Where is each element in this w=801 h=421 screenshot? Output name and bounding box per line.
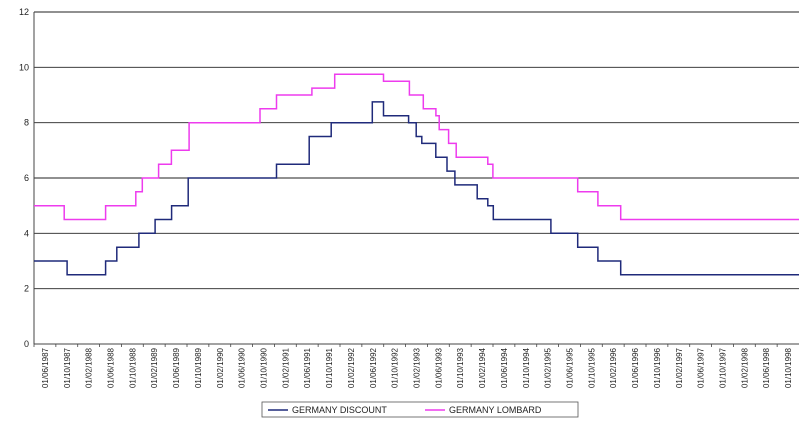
x-tick-label: 01/10/1991 <box>325 347 334 388</box>
x-tick-labels: 01/06/1987 01/10/1987 01/02/1988 01/06/1988… <box>41 347 793 388</box>
axes <box>33 12 799 347</box>
x-tick-label: 01/06/1998 <box>762 347 771 388</box>
x-tick-label: 01/10/1996 <box>653 347 662 388</box>
x-tick-label: 01/02/1990 <box>216 347 225 388</box>
x-tick-label: 01/06/1989 <box>172 347 181 388</box>
x-tick-label: 01/02/1991 <box>281 347 290 388</box>
x-tick-label: 01/02/1988 <box>85 347 94 388</box>
legend-label-lombard: GERMANY LOMBARD <box>449 405 542 415</box>
x-tick-label: 01/06/1994 <box>500 347 509 388</box>
x-tick-label: 01/06/1990 <box>238 347 247 388</box>
x-tick-label: 01/10/1989 <box>194 347 203 388</box>
series-line-lombard <box>34 73 799 221</box>
legend-box <box>261 401 579 418</box>
x-tick-label: 01/02/1989 <box>150 347 159 388</box>
x-tick-label: 01/06/1988 <box>107 347 116 388</box>
x-tick-label: 01/06/1997 <box>697 347 706 388</box>
x-tick-label: 01/10/1988 <box>128 347 137 388</box>
x-tick-label: 01/10/1994 <box>522 347 531 388</box>
y-tick-label: 2 <box>24 284 29 294</box>
x-tick-label: 01/02/1992 <box>347 347 356 388</box>
x-tick-label: 01/10/1990 <box>260 347 269 388</box>
x-tick-label: 01/06/1996 <box>631 347 640 388</box>
series-lines <box>34 73 799 276</box>
y-tick-label: 10 <box>19 62 29 72</box>
y-tick-label: 0 <box>24 339 29 349</box>
y-tick-label: 6 <box>24 173 29 183</box>
series-line-discount <box>34 101 799 276</box>
x-tick-label: 01/06/1995 <box>566 347 575 388</box>
x-tick-label: 01/02/1994 <box>478 347 487 388</box>
y-tick-label: 12 <box>19 7 29 17</box>
x-tick-label: 01/02/1995 <box>544 347 553 388</box>
legend: GERMANY DISCOUNT GERMANY LOMBARD <box>261 401 579 418</box>
y-tick-label: 4 <box>24 228 29 238</box>
gridlines <box>34 11 799 290</box>
x-tick-label: 01/02/1997 <box>675 347 684 388</box>
x-tick-label: 01/06/1991 <box>303 347 312 388</box>
x-tick-label: 01/10/1997 <box>719 347 728 388</box>
legend-label-discount: GERMANY DISCOUNT <box>292 405 387 415</box>
x-tick-label: 01/10/1995 <box>587 347 596 388</box>
x-tick-label: 01/10/1987 <box>63 347 72 388</box>
x-tick-label: 01/10/1993 <box>456 347 465 388</box>
x-tick-label: 01/10/1992 <box>391 347 400 388</box>
y-tick-label: 8 <box>24 118 29 128</box>
x-tick-label: 01/06/1987 <box>41 347 50 388</box>
x-tick-label: 01/10/1998 <box>784 347 793 388</box>
x-tick-label: 01/06/1992 <box>369 347 378 388</box>
x-tick-label: 01/02/1998 <box>740 347 749 388</box>
y-tick-labels: 0 2 4 6 8 10 12 <box>19 7 29 349</box>
x-tick-label: 01/06/1993 <box>434 347 443 388</box>
x-tick-label: 01/02/1993 <box>413 347 422 388</box>
x-tick-label: 01/02/1996 <box>609 347 618 388</box>
